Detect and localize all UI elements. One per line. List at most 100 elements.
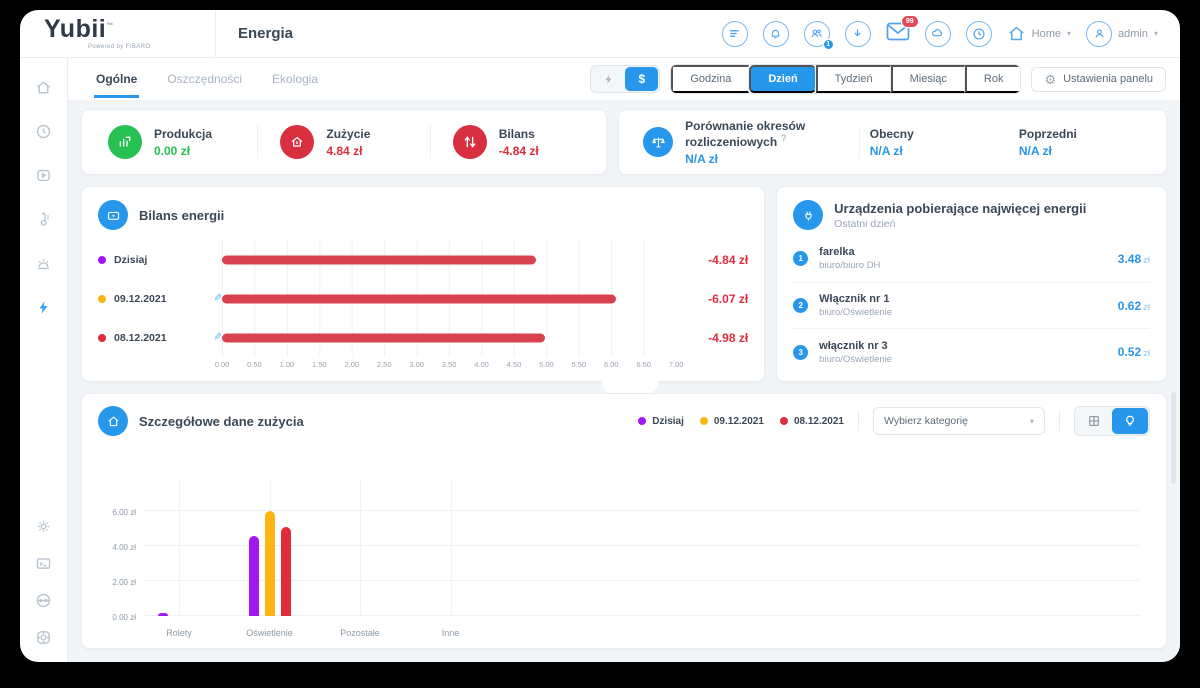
dashboard-content: Produkcja 0.00 zł Zużycie 4.84 zł	[68, 100, 1180, 662]
tab-oszczednosci[interactable]: Oszczędności	[167, 72, 243, 86]
y-tick-label: 0.00 zł	[112, 613, 136, 622]
tab-ekologia[interactable]: Ekologia	[272, 72, 319, 86]
sidebar-media-icon[interactable]	[35, 166, 53, 184]
legend-label: 09.12.2021	[713, 415, 764, 427]
series-legend[interactable]: 08.12.2021	[98, 332, 198, 344]
legend-dot	[638, 417, 647, 425]
bar-value: -4.98 zł	[708, 330, 749, 345]
legend-item[interactable]: 09.12.2021	[699, 415, 764, 427]
panel-settings-label: Ustawienia panelu	[1063, 73, 1153, 85]
legend-dot	[779, 417, 788, 425]
device-name: włącznik nr 3	[819, 339, 888, 352]
alarm-bell-icon[interactable]	[762, 20, 789, 47]
unit-currency-button[interactable]: $	[625, 67, 659, 91]
top-devices-card: Urządzenia pobierające najwięcej energii…	[776, 186, 1167, 382]
device-row[interactable]: 1 farelka biuro/biuro DH 3.48 zł	[793, 236, 1150, 283]
legend-label: 08.12.2021	[793, 415, 844, 427]
sidebar-plugins-icon[interactable]	[35, 628, 53, 646]
x-tick-label: 4.50	[506, 360, 522, 369]
bar[interactable]	[222, 255, 536, 264]
bar[interactable]	[264, 511, 275, 616]
sidebar-home-icon[interactable]	[35, 78, 53, 96]
device-row[interactable]: 2 Włącznik nr 1 biuro/Oświetlenie 0.62 zł	[793, 283, 1150, 330]
legend-item[interactable]: Dzisiaj	[638, 416, 684, 427]
x-tick-label: 1.50	[312, 360, 327, 369]
stats-card: Produkcja 0.00 zł Zużycie 4.84 zł	[81, 109, 608, 175]
gridline	[179, 480, 180, 616]
sidebar-history-icon[interactable]	[35, 122, 53, 140]
comparison-label: Porównanie okresów rozliczeniowych	[685, 118, 806, 149]
balance-icon	[452, 125, 487, 159]
x-tick-label: 0.50	[247, 360, 262, 369]
bar[interactable]	[222, 294, 616, 303]
filter-icon[interactable]	[721, 20, 748, 47]
period-button[interactable]: Miesiąc	[890, 65, 965, 93]
legend-item[interactable]: 08.12.2021	[779, 415, 844, 427]
sidebar	[20, 58, 68, 662]
sidebar-climate-icon[interactable]	[35, 210, 53, 228]
x-tick-label: 7.00	[668, 360, 684, 369]
sidebar-console-icon[interactable]	[35, 554, 53, 572]
bar[interactable]	[158, 613, 168, 616]
user-label: admin	[1118, 27, 1148, 40]
sidebar-settings-icon[interactable]	[35, 517, 53, 535]
comparison-previous: Poprzedni N/A zł	[1009, 127, 1158, 158]
user-menu[interactable]: admin ▾	[1086, 20, 1158, 47]
download-icon[interactable]	[844, 20, 871, 47]
top-devices-title: Urządzenia pobierające najwięcej energii	[834, 200, 1087, 216]
device-row[interactable]: 3 włącznik nr 3 biuro/Oświetlenie 0.52 zł	[793, 329, 1150, 375]
logo[interactable]: Yubii™ Powered by FIBARO	[20, 10, 216, 57]
sidebar-hub-icon[interactable]	[35, 591, 53, 609]
bar-track	[222, 318, 677, 357]
x-tick-label: 5.00	[539, 360, 554, 369]
gridline	[450, 480, 452, 616]
legend-label: 09.12.2021	[114, 292, 167, 305]
period-button[interactable]: Tydzień	[815, 65, 891, 93]
device-list: 1 farelka biuro/biuro DH 3.48 zł 2 Włącznik nr…	[793, 236, 1150, 375]
mail-icon[interactable]: 99	[886, 14, 919, 46]
expand-handle[interactable]	[602, 379, 659, 393]
users-icon[interactable]: 1	[803, 20, 834, 50]
balance-row: Dzisiaj -4.84 zł	[98, 240, 748, 279]
plug-icon	[793, 200, 824, 230]
clock-icon[interactable]	[965, 20, 992, 47]
home-selector[interactable]: Home ▾	[1007, 24, 1071, 43]
lightbulb-view-button[interactable]	[1112, 408, 1148, 434]
help-icon[interactable]: ?	[781, 132, 787, 143]
scrollbar[interactable]	[1171, 392, 1176, 485]
sidebar-energy-icon[interactable]	[35, 298, 53, 316]
edit-date-icon[interactable]: ✎	[213, 293, 222, 304]
bar[interactable]	[280, 527, 291, 616]
weather-cloud-icon[interactable]	[924, 20, 951, 47]
balance-row: 09.12.2021 ✎ -6.07 zł	[98, 279, 748, 318]
series-legend[interactable]: 09.12.2021	[98, 293, 198, 305]
edit-date-icon[interactable]: ✎	[213, 332, 222, 343]
period-button[interactable]: Godzina	[671, 65, 750, 93]
topbar-icons: 1 99 Home ▾	[721, 14, 1180, 50]
x-tick-label: 3.50	[441, 360, 457, 369]
bar[interactable]	[248, 536, 259, 616]
period-button[interactable]: Dzień	[749, 65, 816, 93]
category-dropdown[interactable]: Wybierz kategorię ▾	[873, 407, 1045, 435]
detail-legend: Dzisiaj 09.12.2021 08.12.2021	[638, 416, 844, 427]
tab-ogolne[interactable]: Ogólne	[94, 60, 140, 98]
previous-value: N/A zł	[1018, 143, 1052, 158]
sidebar-alarm-icon[interactable]	[35, 254, 53, 272]
y-tick-label: 6.00 zł	[112, 508, 136, 517]
house-detail-icon	[98, 406, 128, 436]
unit-energy-button[interactable]	[592, 67, 625, 91]
device-name: Włącznik nr 1	[819, 293, 890, 305]
x-tick-label: 5.50	[571, 360, 587, 369]
device-location: biuro/biuro DH	[819, 260, 881, 272]
unit-toggle: $	[590, 65, 661, 93]
rank-badge: 2	[793, 298, 809, 313]
panel-settings-button[interactable]: ⚙ Ustawienia panelu	[1031, 66, 1166, 92]
tab-bar: Ogólne Oszczędności Ekologia $ Godzina Dz…	[68, 58, 1180, 100]
bar[interactable]	[222, 333, 545, 342]
series-legend[interactable]: Dzisiaj	[98, 254, 198, 266]
blinds-view-button[interactable]	[1076, 408, 1112, 434]
x-tick-label: 2.50	[376, 360, 392, 369]
period-button[interactable]: Rok	[964, 65, 1021, 93]
stat-label: Produkcja	[154, 126, 213, 141]
chevron-down-icon: ▾	[1153, 29, 1158, 38]
